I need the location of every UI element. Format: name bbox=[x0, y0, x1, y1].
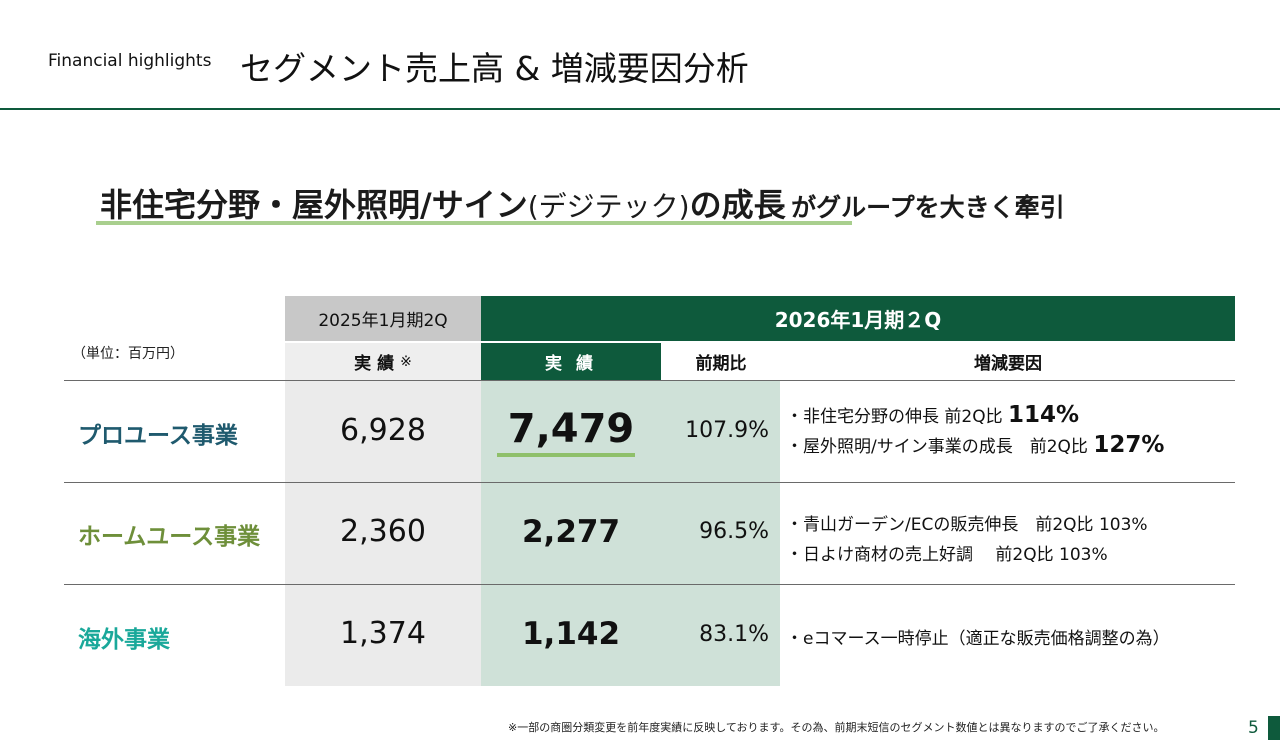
prev-value: 6,928 bbox=[340, 413, 426, 448]
factors-header: 増減要因 bbox=[974, 354, 1042, 374]
yoy-value: 96.5% bbox=[699, 519, 769, 544]
segment-name: プロユース事業 bbox=[78, 423, 238, 449]
headline-part3: の成長 bbox=[689, 186, 786, 224]
cur-column-bg bbox=[481, 381, 780, 686]
page-number: 5 bbox=[1248, 718, 1259, 738]
page-marker bbox=[1268, 716, 1280, 740]
yoy-header: 前期比 bbox=[695, 354, 747, 374]
headline-part4: がグループを大きく牽引 bbox=[791, 193, 1065, 222]
prev-actual-note: ※ bbox=[400, 353, 412, 370]
factor-item: ・eコマース一時停止（適正な販売価格調整の為） bbox=[786, 629, 1170, 649]
cur-period-header: 2026年1月期２Q bbox=[481, 296, 1235, 341]
section-label: Financial highlights bbox=[48, 51, 212, 71]
row-divider bbox=[64, 584, 1235, 585]
cur-value: 1,142 bbox=[521, 616, 621, 652]
prev-actual-header: 実 績 ※ bbox=[285, 343, 481, 380]
prev-actual-label: 実 績 bbox=[354, 354, 395, 374]
headline-underline bbox=[96, 221, 852, 225]
cur-value: 7,479 bbox=[507, 406, 635, 452]
cur-actual-header: 実 績 bbox=[481, 343, 661, 380]
row-divider bbox=[64, 482, 1235, 483]
segment-name: 海外事業 bbox=[78, 627, 170, 653]
headline: 非住宅分野・屋外照明/サイン(デジテック)の成長 がグループを大きく牽引 bbox=[100, 180, 1065, 226]
prev-period-header: 2025年1月期2Q bbox=[285, 296, 481, 341]
cur-value: 2,277 bbox=[521, 514, 621, 550]
unit-label: （単位：百万円） bbox=[72, 346, 184, 362]
value-underline bbox=[497, 453, 635, 457]
segment-name: ホームユース事業 bbox=[78, 524, 261, 550]
factor-item: ・日よけ商材の売上好調 前2Q比 103% bbox=[786, 545, 1108, 565]
prev-column-bg bbox=[285, 381, 481, 686]
headline-part1: 非住宅分野・屋外照明/サイン bbox=[100, 186, 528, 224]
table-rule bbox=[64, 380, 1235, 381]
factor-item: ・非住宅分野の伸長 前2Q比 114% bbox=[786, 402, 1080, 428]
yoy-value: 83.1% bbox=[699, 622, 769, 647]
footnote: ※一部の商圏分類変更を前年度実績に反映しております。その為、前期末短信のセグメン… bbox=[508, 721, 1165, 734]
headline-part2: (デジテック) bbox=[527, 190, 690, 223]
slide-header: Financial highlights セグメント売上高 & 増減要因分析 bbox=[0, 0, 1280, 110]
prev-value: 2,360 bbox=[340, 514, 426, 549]
yoy-value: 107.9% bbox=[685, 418, 769, 443]
factor-item: ・青山ガーデン/ECの販売伸長 前2Q比 103% bbox=[786, 515, 1148, 535]
prev-value: 1,374 bbox=[340, 616, 426, 651]
factor-item: ・屋外照明/サイン事業の成長 前2Q比 127% bbox=[786, 432, 1165, 458]
page-title: セグメント売上高 & 増減要因分析 bbox=[240, 49, 749, 88]
